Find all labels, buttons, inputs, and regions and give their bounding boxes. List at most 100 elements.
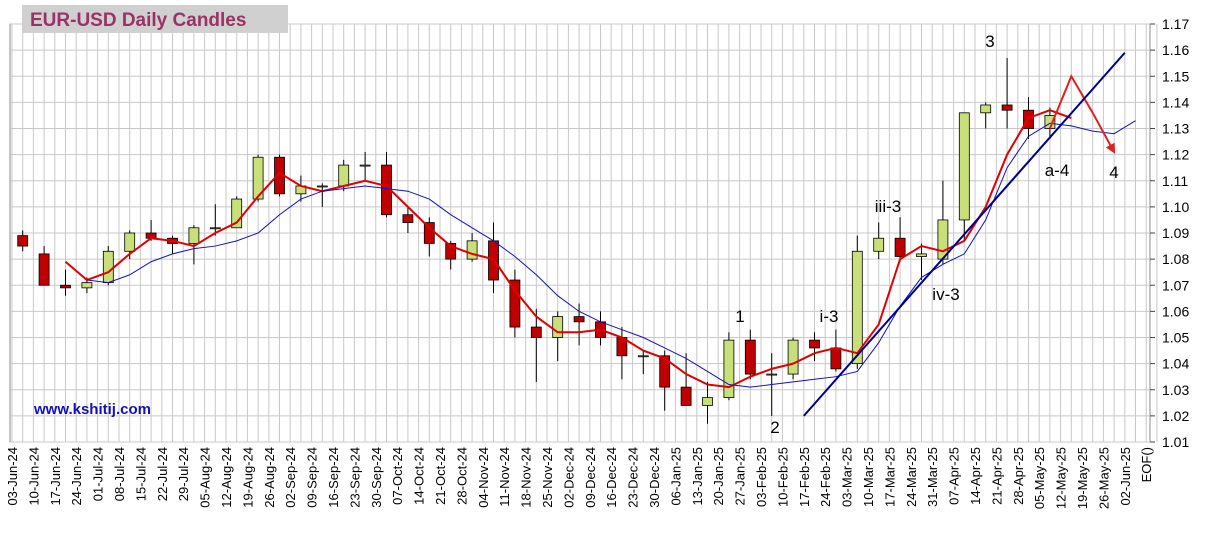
x-tick-label: 21-Oct-24: [433, 447, 448, 505]
x-tick-label: 06-Jan-25: [668, 447, 683, 506]
x-tick-label: 30-Sep-24: [369, 447, 384, 508]
x-tick-label: 03-Feb-25: [754, 447, 769, 507]
candle-body: [102, 250, 114, 284]
candle-body: [659, 355, 671, 388]
y-tick-label: 1.08: [1162, 251, 1189, 267]
x-tick-label: 23-Dec-24: [626, 447, 641, 508]
wave-label: iv-3: [932, 285, 959, 304]
x-tick-label: 12-Aug-24: [219, 447, 234, 508]
x-tick-label: 10-Jun-24: [26, 447, 41, 506]
candle-body: [787, 339, 799, 375]
y-tick-label: 1.15: [1162, 68, 1189, 84]
x-tick-label: 20-Jan-25: [711, 447, 726, 506]
x-tick-label: 08-Jul-24: [112, 447, 127, 501]
candle-body: [466, 240, 478, 260]
chart-title: EUR-USD Daily Candles: [30, 10, 246, 31]
x-tick-label: 17-Jun-24: [48, 447, 63, 506]
candle-body: [359, 164, 371, 167]
x-tick-label: 10-Feb-25: [775, 447, 790, 507]
candle-body: [894, 237, 906, 257]
candle-body: [231, 198, 243, 229]
x-tick-label: 26-May-25: [1096, 447, 1111, 509]
x-tick-label: 11-Nov-24: [497, 447, 512, 507]
x-tick-label: 16-Sep-24: [326, 447, 341, 508]
candle-body: [60, 284, 71, 289]
x-tick-label: 04-Nov-24: [476, 447, 491, 508]
x-tick-label: 02-Dec-24: [561, 447, 576, 508]
x-tick-label: 19-May-25: [1075, 447, 1090, 509]
x-tick-label: 15-Jul-24: [133, 447, 148, 501]
wave-label: 3: [985, 32, 994, 51]
title-box: [22, 5, 288, 33]
wave-label: a-4: [1045, 161, 1070, 180]
candle-body: [958, 112, 970, 221]
candle-body: [338, 164, 350, 187]
x-tick-label: 03-Jun-24: [5, 447, 20, 506]
y-tick-label: 1.11: [1162, 173, 1188, 189]
x-tick-label: 14-Oct-24: [412, 447, 427, 505]
x-tick-label: 17-Feb-25: [797, 447, 812, 507]
candle-body: [402, 214, 414, 223]
wave-label: iii-3: [875, 197, 901, 216]
x-tick-label: 10-Mar-25: [861, 447, 876, 507]
y-tick-label: 1.17: [1162, 16, 1189, 32]
x-tick-label: 28-Oct-24: [454, 447, 469, 505]
trend-line: [803, 52, 1126, 417]
x-tick-label: 18-Nov-24: [519, 447, 534, 508]
candle-body: [252, 156, 264, 200]
candle-body: [509, 279, 521, 328]
y-tick-label: 1.16: [1162, 42, 1189, 58]
y-tick-label: 1.05: [1162, 330, 1189, 346]
y-tick-label: 1.04: [1162, 356, 1189, 372]
candle-body: [1001, 104, 1013, 111]
wave-label: 2: [770, 418, 779, 437]
x-tick-label: 23-Sep-24: [347, 447, 362, 508]
x-tick-label: 21-Apr-25: [989, 447, 1004, 505]
wave-label: i-3: [820, 307, 839, 326]
candle-body: [830, 347, 842, 370]
candle-body: [188, 227, 200, 244]
x-tick-label: 03-Mar-25: [840, 447, 855, 507]
y-tick-label: 1.09: [1162, 225, 1189, 241]
x-tick-label: 24-Feb-25: [818, 447, 833, 507]
candle-body: [17, 235, 29, 247]
y-tick-label: 1.02: [1162, 408, 1189, 424]
x-tick-label: 02-Sep-24: [283, 447, 298, 508]
x-tick-label: 27-Jan-25: [733, 447, 748, 506]
x-tick-label: 09-Dec-24: [583, 447, 598, 508]
ma-line: [1048, 73, 1116, 154]
candle-body: [552, 316, 564, 338]
candle-body: [873, 237, 885, 252]
wave-label: 1: [735, 307, 744, 326]
y-tick-label: 1.13: [1162, 121, 1189, 137]
y-tick-label: 1.10: [1162, 199, 1189, 215]
candle-body: [530, 326, 542, 338]
x-tick-label: 19-Aug-24: [240, 447, 255, 508]
x-tick-label: 24-Mar-25: [904, 447, 919, 507]
x-tick-label: 26-Aug-24: [262, 447, 277, 508]
candle-body: [445, 243, 457, 260]
x-tick-label: 14-Apr-25: [968, 447, 983, 505]
candle-body: [723, 339, 735, 398]
x-tick-label: 22-Jul-24: [155, 447, 170, 501]
x-tick-label: 01-Jul-24: [91, 447, 106, 501]
x-tick-label: 02-Jun-25: [1118, 447, 1133, 506]
x-tick-label: 24-Jun-24: [69, 447, 84, 506]
y-tick-label: 1.01: [1162, 434, 1189, 450]
candle-body: [81, 282, 93, 289]
x-tick-label: 29-Jul-24: [176, 447, 191, 501]
y-tick-label: 1.14: [1162, 94, 1189, 110]
ma-line: [64, 109, 1072, 389]
x-tick-label: 28-Apr-25: [1011, 447, 1026, 505]
candle-body: [680, 386, 692, 406]
x-tick-label: 09-Sep-24: [305, 447, 320, 508]
x-tick-label: 07-Oct-24: [390, 447, 405, 505]
candle-body: [744, 339, 756, 375]
x-tick-label: 31-Mar-25: [925, 447, 940, 507]
x-tick-label: 25-Nov-24: [540, 447, 555, 508]
candle-body: [980, 104, 992, 114]
y-tick-label: 1.06: [1162, 303, 1189, 319]
x-tick-label: 05-May-25: [1032, 447, 1047, 509]
x-tick-label: 13-Jan-25: [690, 447, 705, 506]
